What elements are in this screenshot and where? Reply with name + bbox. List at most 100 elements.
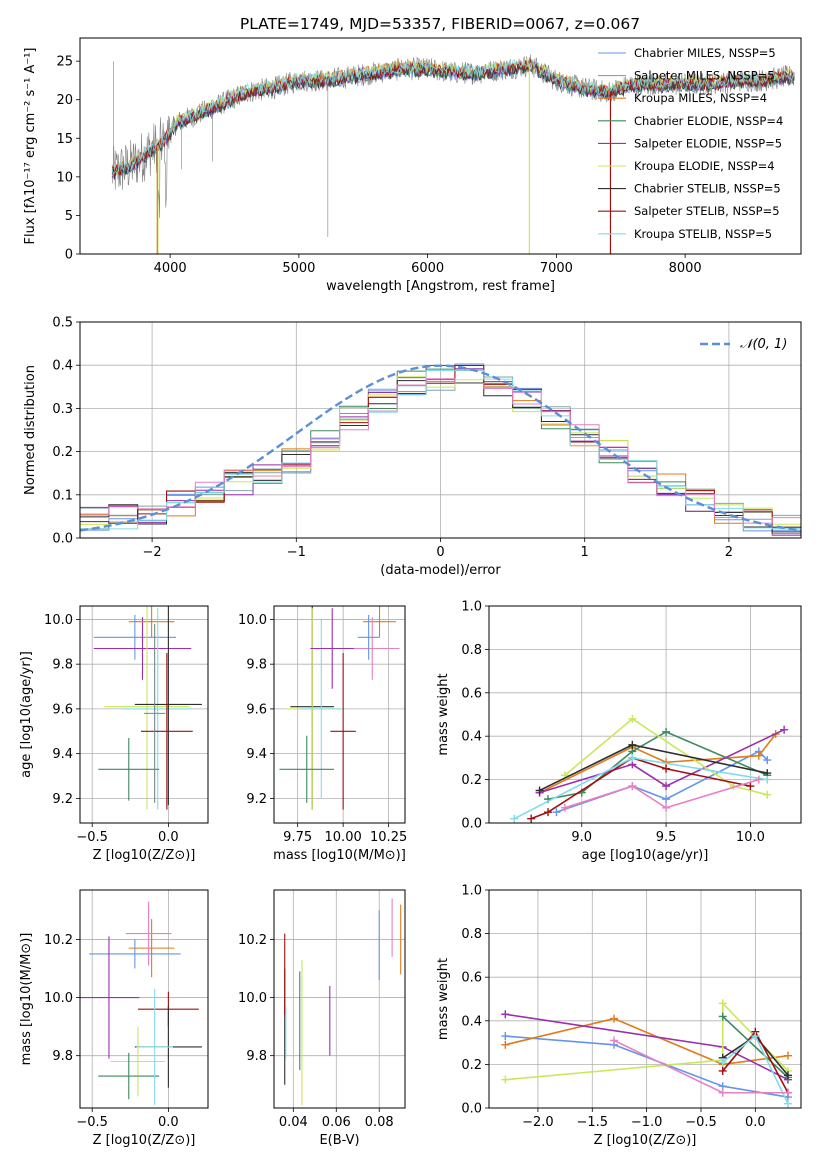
mass-vs-Z-panel: −0.5 0.0 9.8 10.0 10.2 Z [log10(Z/Z⊙)] mass [l…: [19, 889, 209, 1148]
series-marker: [628, 714, 637, 723]
y-tick-label: 0.4: [461, 1014, 482, 1029]
axes-frame: [273, 605, 406, 824]
y-tick-label: 10.0: [44, 613, 73, 628]
histogram-step: [80, 378, 801, 538]
x-axis-label: E(B-V): [319, 1133, 359, 1148]
series-marker: [718, 1012, 727, 1021]
y-axis-label: mass weight: [436, 673, 451, 755]
y-tick-label: 10.0: [44, 991, 73, 1006]
series-marker: [610, 1014, 619, 1023]
x-tick-label: 9.5: [656, 830, 677, 845]
x-tick-label: 0.06: [322, 1115, 351, 1130]
series-line: [564, 717, 768, 796]
y-tick-label: 0.4: [461, 730, 482, 745]
y-tick-label: 0.2: [52, 445, 73, 460]
x-tick-label: 5000: [282, 261, 315, 276]
series-marker: [783, 1099, 792, 1108]
x-tick-label: 8000: [669, 261, 702, 276]
y-tick-label: 9.4: [246, 747, 267, 762]
series-marker: [718, 1058, 727, 1067]
x-tick-label: 0.04: [279, 1115, 308, 1130]
y-tick-label: 0.0: [52, 532, 73, 547]
axes-frame: [488, 889, 802, 1109]
series-marker: [763, 775, 772, 784]
series-marker: [535, 786, 544, 795]
series-marker: [754, 751, 763, 760]
y-tick-label: 10.0: [238, 991, 267, 1006]
errorbar-group: [284, 898, 402, 1106]
series-group: [510, 714, 789, 823]
legend-entry: Kroupa MILES, NSSP=4: [634, 91, 767, 105]
y-tick-label: 0.3: [52, 402, 73, 417]
series-marker: [783, 1051, 792, 1060]
spectrum-legend: Chabrier MILES, NSSP=5 Salpeter MILES, NS…: [598, 46, 783, 241]
y-tick-label: 9.8: [246, 658, 267, 673]
series-marker: [783, 1088, 792, 1097]
mass-vs-EBV-panel: 0.04 0.06 0.08 9.8 10.0 10.2 E(B-V): [238, 889, 406, 1148]
series-marker: [718, 1066, 727, 1075]
model-spectrum-line: [111, 59, 794, 176]
errorbar-group: [80, 901, 202, 1106]
series-marker: [552, 808, 561, 817]
series-marker: [560, 803, 569, 812]
y-tick-label: 9.8: [246, 1049, 267, 1064]
axes-frame: [79, 605, 209, 824]
age-vs-mass-panel: 9.75 10.00 10.25 9.2 9.4 9.6 9.8 10.0 mass [log1…: [238, 605, 407, 863]
legend-entry: Chabrier STELIB, NSSP=5: [634, 182, 781, 196]
histogram-lines: [80, 363, 801, 538]
series-marker: [510, 814, 519, 823]
series-marker: [662, 795, 671, 804]
series-marker: [763, 790, 772, 799]
y-tick-label: 10: [56, 170, 73, 185]
x-tick-label: 0.08: [365, 1115, 394, 1130]
y-tick-label: 9.8: [52, 1049, 73, 1064]
y-tick-label: 9.6: [52, 702, 73, 717]
x-axis-label: (data-model)/error: [380, 563, 501, 578]
y-tick-label: 0.6: [461, 686, 482, 701]
series-marker: [780, 725, 789, 734]
series-marker: [754, 775, 763, 784]
x-tick-label: 7000: [540, 261, 573, 276]
axes-frame: [273, 889, 406, 1109]
y-tick-label: 15: [56, 132, 73, 147]
legend-entry: Chabrier ELODIE, NSSP=4: [634, 114, 783, 128]
series-marker: [662, 727, 671, 736]
x-tick-label: 10.00: [325, 830, 362, 845]
x-axis-label: Z [log10(Z/Z⊙)]: [93, 1133, 196, 1148]
series-marker: [628, 782, 637, 791]
errorbar-group: [93, 606, 202, 810]
x-tick-label: −0.5: [685, 1115, 717, 1130]
y-tick-label: 10.2: [44, 933, 73, 948]
gaussian-legend-label: 𝒩(0, 1): [740, 337, 787, 352]
y-tick-label: 10.2: [238, 933, 267, 948]
x-tick-label: −2.0: [522, 1115, 554, 1130]
y-tick-label: 0.1: [52, 488, 73, 503]
y-tick-label: 9.4: [52, 747, 73, 762]
legend-entry: Kroupa STELIB, NSSP=5: [634, 227, 772, 241]
x-tick-label: 0: [436, 545, 444, 560]
legend-entry: Salpeter STELIB, NSSP=5: [634, 204, 780, 218]
x-tick-label: −0.5: [76, 830, 108, 845]
y-axis-label: mass [log10(M/M⊙)]: [19, 933, 34, 1066]
y-tick-label: 1.0: [461, 600, 482, 615]
x-axis-label: Z [log10(Z/Z⊙)]: [93, 848, 196, 863]
y-tick-label: 0.2: [461, 1058, 482, 1073]
series-marker: [610, 1036, 619, 1045]
residuals-panel: −2 −1 0 1 2 0.0 0.1 0.2 0.3 0.4 0.5 (data-model)/er…: [23, 316, 802, 578]
y-tick-label: 0: [65, 248, 73, 263]
y-tick-label: 1.0: [461, 884, 482, 899]
spectrum-lines: [111, 54, 795, 254]
y-tick-label: 0.0: [461, 1102, 482, 1117]
y-tick-label: 0.6: [461, 971, 482, 986]
series-marker: [527, 814, 536, 823]
x-axis-label: Z [log10(Z/Z⊙)]: [594, 1133, 697, 1148]
y-tick-label: 9.2: [246, 792, 267, 807]
y-tick-label: 0.8: [461, 927, 482, 942]
figure-title: PLATE=1749, MJD=53357, FIBERID=0067, z=0…: [240, 15, 640, 33]
y-tick-label: 9.2: [52, 792, 73, 807]
model-spectrum-line: [111, 58, 794, 176]
series-marker: [662, 764, 671, 773]
x-tick-label: 2: [725, 545, 733, 560]
series-line: [539, 728, 785, 794]
